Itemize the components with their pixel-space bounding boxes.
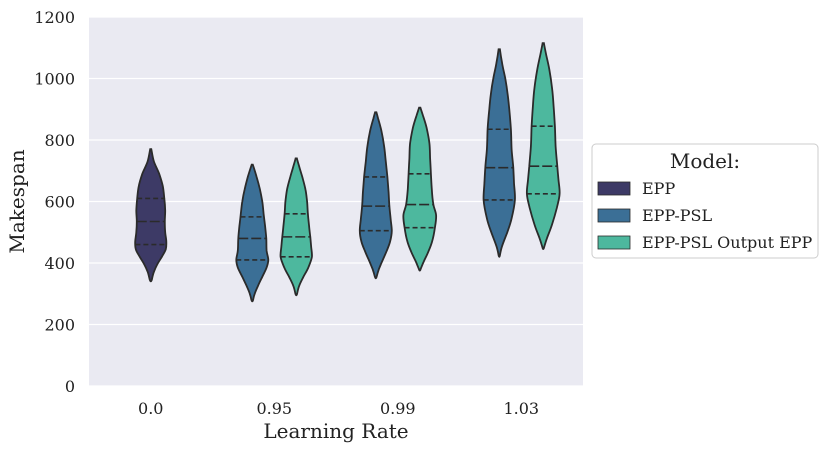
x-tick-labels: 0.0 0.95 0.99 1.03 (138, 399, 539, 418)
legend-items: EPP EPP-PSL EPP-PSL Output EPP (597, 179, 813, 252)
violin-body (402, 106, 438, 272)
violin-body (482, 48, 516, 258)
y-axis-label: Makespan (5, 149, 29, 253)
legend-title: Model: (670, 149, 740, 173)
x-axis-label: Learning Rate (263, 419, 408, 443)
legend-label: EPP-PSL Output EPP (642, 233, 813, 252)
y-tick-label: 200 (44, 316, 75, 335)
y-tick-label: 400 (44, 254, 75, 273)
y-tick-labels: 0 200 400 600 800 1000 1200 (34, 8, 75, 396)
legend-swatch (597, 208, 631, 223)
violin-body (358, 111, 393, 280)
legend: Model: EPP EPP-PSL EPP-PSL Output EPP (591, 143, 819, 259)
x-tick-label: 0.95 (256, 399, 292, 418)
y-tick-label: 600 (44, 193, 75, 212)
legend-swatch (597, 181, 631, 196)
legend-label: EPP-PSL (642, 206, 712, 225)
y-tick-label: 800 (44, 131, 75, 150)
violin-body (279, 157, 313, 297)
legend-swatch (597, 235, 631, 250)
y-tick-label: 1000 (34, 70, 75, 89)
y-tick-label: 1200 (34, 8, 75, 27)
legend-frame (591, 143, 819, 259)
violin-body (235, 163, 270, 303)
legend-label: EPP (642, 179, 675, 198)
x-tick-label: 0.99 (380, 399, 416, 418)
x-tick-label: 1.03 (503, 399, 539, 418)
x-tick-label: 0.0 (138, 399, 163, 418)
violin-body (525, 42, 561, 250)
violin-body (134, 148, 168, 283)
violins (134, 42, 561, 303)
y-tick-label: 0 (65, 377, 75, 396)
